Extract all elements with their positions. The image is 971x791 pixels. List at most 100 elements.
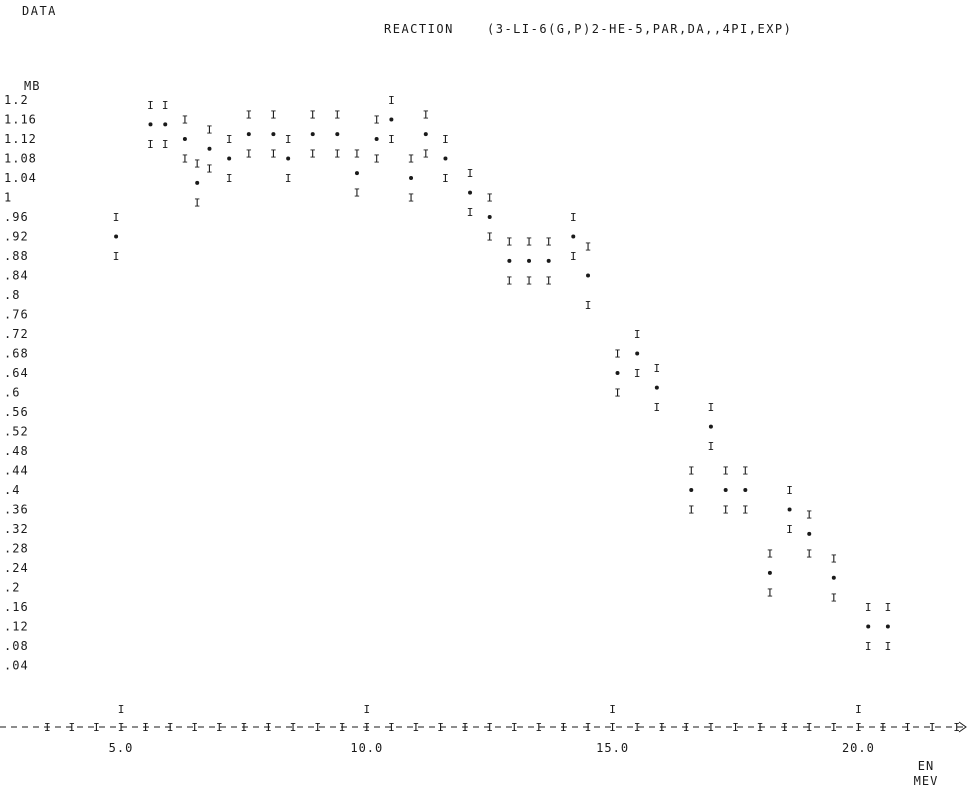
data-point: II [422,109,429,161]
data-marker [654,385,659,390]
data-marker [615,371,620,375]
error-bar-top: I [654,362,661,375]
data-marker [423,132,428,137]
error-bar-top: I [442,133,449,146]
error-bar-bottom: I [422,148,429,161]
error-bar-top: I [285,133,292,146]
y-tick-label: .16 [4,600,29,614]
y-tick-label: .72 [4,327,29,341]
error-bar-bottom: I [285,172,292,185]
error-bar-bottom: I [654,401,661,414]
y-tick-label: .68 [4,347,29,361]
error-bar-bottom: I [708,440,715,453]
data-point: II [285,133,292,185]
data-marker [487,215,492,219]
x-tick-mark: I [191,721,198,734]
error-bar-bottom: I [688,504,695,517]
error-bar-bottom: I [545,274,552,287]
data-point: II [786,484,793,536]
x-tick-mark: I [363,721,370,734]
data-point: II [182,114,189,166]
data-marker [767,570,772,575]
y-tick-label: 1.04 [4,171,37,185]
error-bar-bottom: I [585,299,592,312]
error-bar-bottom: I [113,250,120,263]
y-tick-label: .96 [4,210,29,224]
x-tick-mark: I [781,721,788,734]
x-tick-mark: I [216,721,223,734]
x-tick-mark: I [585,721,592,734]
error-bar-bottom: I [614,387,621,400]
data-point: II [246,109,253,161]
y-tick-label: .12 [4,620,29,634]
error-bar-top: I [585,240,592,253]
error-bar-top: I [885,601,892,614]
y-tick-label: .04 [4,659,29,673]
error-bar-bottom: I [354,187,361,200]
header-reaction: (3-LI-6(G,P)2-HE-5,PAR,DA,,4PI,EXP) [487,22,792,36]
error-bar-bottom: I [742,504,749,517]
error-bar-top: I [246,109,253,122]
y-tick-label: .36 [4,503,29,517]
x-tick-mark: I [388,721,395,734]
error-bar-top: I [786,484,793,497]
data-marker [114,234,119,239]
data-marker [195,180,200,185]
data-point: II [767,547,774,599]
data-point: II [194,157,201,209]
x-tick-mark: I [609,721,616,734]
error-bar-bottom: I [885,640,892,653]
y-tick-label: 1.08 [4,152,37,166]
x-tick-mark: I [314,721,321,734]
x-tick-mark: I [265,721,272,734]
data-marker [409,176,414,180]
y-tick-label: .52 [4,425,29,439]
y-tick-label: 1.2 [4,93,29,107]
error-bar-bottom: I [182,153,189,166]
x-tick-mark: I [290,721,297,734]
x-tick-label: 20.0 [842,741,875,755]
error-bar-bottom: I [786,523,793,536]
error-bar-top: I [806,508,813,521]
error-bar-bottom: I [722,504,729,517]
data-marker [787,507,792,512]
y-tick-label: .2 [4,581,20,595]
data-point: II [113,211,120,263]
error-bar-top: I [614,348,621,361]
y-tick-label: .8 [4,288,20,302]
data-marker [635,351,640,356]
x-major-tick-mark: I [609,703,616,716]
data-point: II [806,508,813,560]
error-bar-bottom: I [467,206,474,219]
data-marker [207,146,212,151]
data-point: II [486,192,493,244]
x-tick-mark: I [929,721,936,734]
data-marker [246,132,251,137]
error-bar-bottom: I [408,192,415,205]
data-point: II [408,153,415,205]
x-tick-mark: I [462,721,469,734]
x-tick-mark: I [536,721,543,734]
data-point: II [885,601,892,653]
y-tick-label: 1 [4,191,12,205]
data-marker [586,273,591,278]
x-tick-mark: I [339,721,346,734]
data-marker [148,122,153,127]
x-tick-mark: I [708,721,715,734]
data-point: II [270,109,277,161]
y-tick-label: 1.12 [4,132,37,146]
y-tick-label: .88 [4,249,29,263]
error-bar-top: I [831,552,838,565]
x-tick-mark: I [880,721,887,734]
error-bar-top: I [545,235,552,248]
error-bar-bottom: I [226,172,233,185]
error-bar-top: I [309,109,316,122]
y-axis: 1.2 1.16 1.12 1.08 1.04 1 .96 .92 .88 .84 .8 .76 .72… [4,93,37,673]
data-point: II [526,235,533,287]
data-point: II [506,235,513,287]
error-bar-bottom: I [526,274,533,287]
data-point: II [442,133,449,185]
x-tick-mark: I [658,721,665,734]
y-tick-label: .84 [4,269,29,283]
